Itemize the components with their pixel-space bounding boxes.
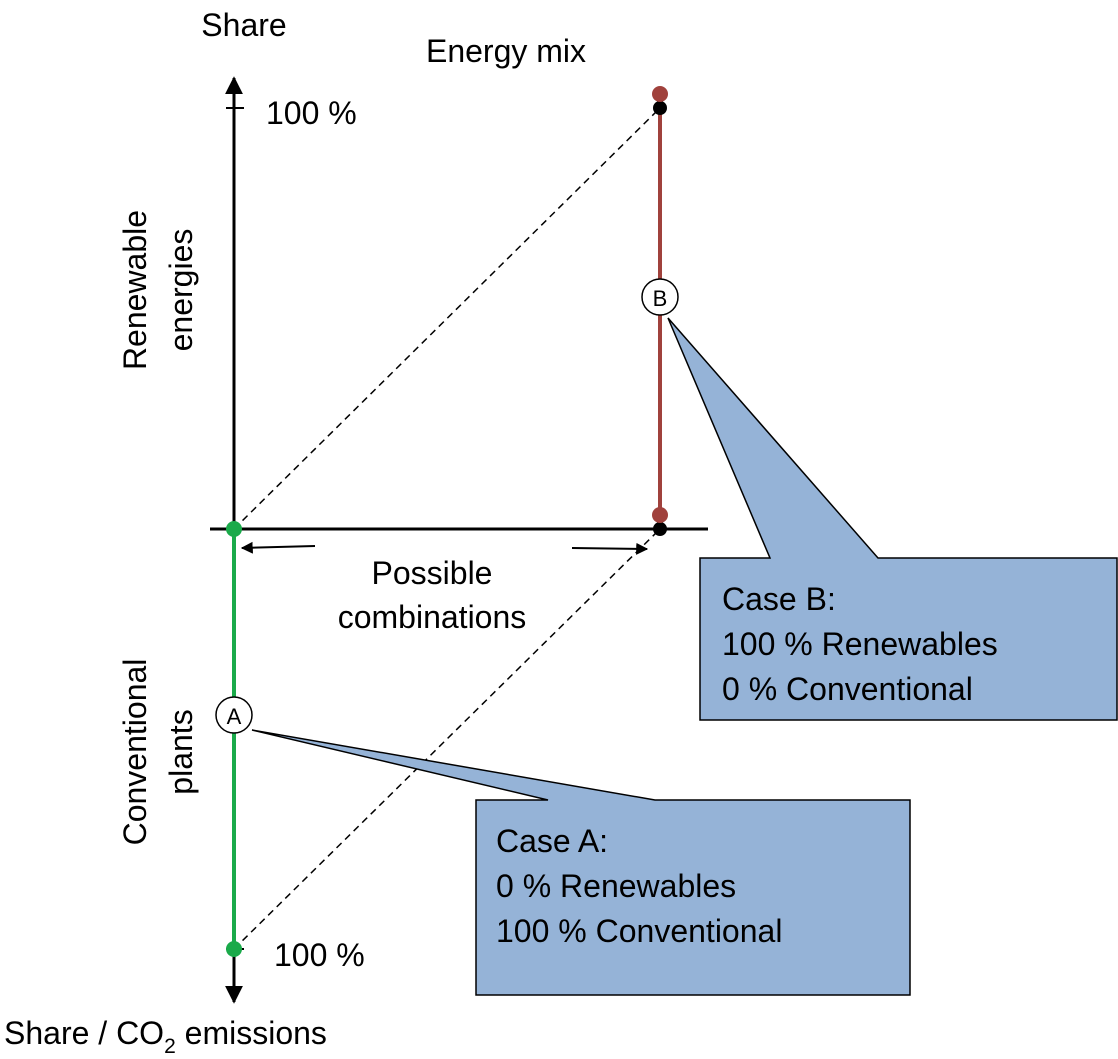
upper-label: energies bbox=[163, 229, 199, 352]
lower-label: plants bbox=[163, 709, 199, 794]
point-marker bbox=[641, 278, 679, 316]
arrow bbox=[240, 541, 316, 554]
dashed-line bbox=[233, 528, 661, 950]
callout-text: 100 % Conventional bbox=[496, 913, 782, 949]
range-label: Possible bbox=[372, 555, 493, 591]
lower-label: Conventional bbox=[117, 659, 153, 846]
dot bbox=[653, 101, 667, 115]
range-label: combinations bbox=[338, 599, 527, 635]
point-label: A bbox=[227, 704, 242, 729]
callout-a bbox=[251, 729, 911, 996]
callout-b bbox=[667, 317, 1118, 721]
callout-text: Case B: bbox=[722, 581, 836, 617]
dot bbox=[652, 507, 668, 523]
x-label-part: Share / CO bbox=[4, 1015, 164, 1051]
x-label-subscript: 2 bbox=[164, 1035, 176, 1058]
tick-label: 100 % bbox=[274, 937, 365, 973]
arrow bbox=[571, 542, 649, 555]
callout-text: Case A: bbox=[496, 823, 608, 859]
dot bbox=[226, 521, 242, 537]
callout-text: 0 % Renewables bbox=[496, 868, 736, 904]
dot bbox=[226, 941, 242, 957]
dot bbox=[653, 522, 667, 536]
callout-text: 0 % Conventional bbox=[722, 671, 973, 707]
title: Energy mix bbox=[426, 33, 586, 69]
dot bbox=[652, 86, 668, 102]
callout-text: 100 % Renewables bbox=[722, 626, 998, 662]
upper-label: Renewable bbox=[117, 210, 153, 370]
point-marker bbox=[215, 696, 253, 734]
point-label: B bbox=[653, 286, 668, 311]
x-label-part: emissions bbox=[176, 1015, 327, 1051]
x-axis-label: Share / CO2 emissions bbox=[4, 1015, 327, 1058]
y-axis-label: Share bbox=[201, 7, 286, 43]
tick-label: 100 % bbox=[266, 95, 357, 131]
dashed-line bbox=[233, 107, 661, 530]
